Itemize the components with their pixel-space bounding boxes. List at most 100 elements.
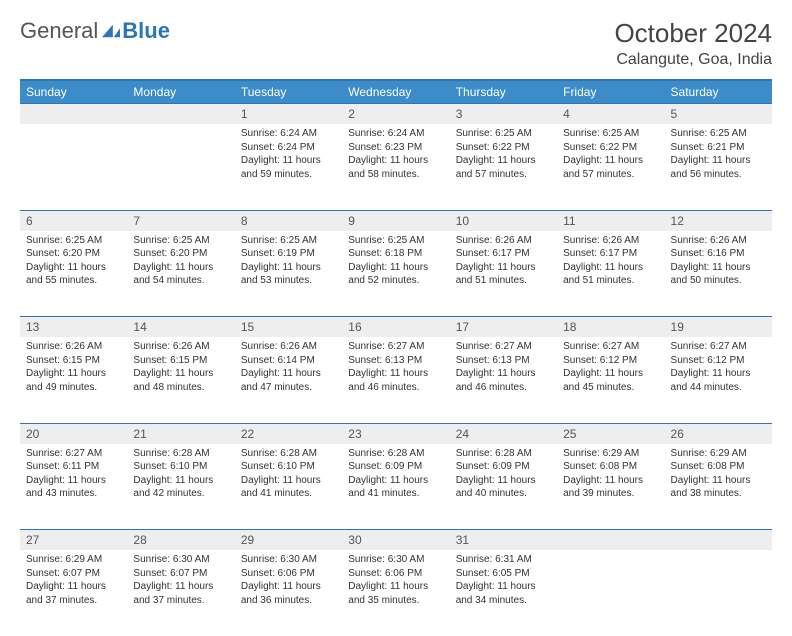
week-body-row: Sunrise: 6:25 AMSunset: 6:20 PMDaylight:… <box>20 231 772 317</box>
day-body-cell: Sunrise: 6:28 AMSunset: 6:09 PMDaylight:… <box>342 444 449 530</box>
day-details: Sunrise: 6:30 AMSunset: 6:07 PMDaylight:… <box>127 550 234 618</box>
day-body-cell <box>127 124 234 210</box>
day-number-cell: 4 <box>557 104 664 125</box>
sunset-text: Sunset: 6:09 PM <box>348 460 443 474</box>
sunset-text: Sunset: 6:15 PM <box>133 354 228 368</box>
day-details: Sunrise: 6:27 AMSunset: 6:12 PMDaylight:… <box>665 337 772 405</box>
day-body-cell: Sunrise: 6:26 AMSunset: 6:17 PMDaylight:… <box>557 231 664 317</box>
day-details: Sunrise: 6:26 AMSunset: 6:16 PMDaylight:… <box>665 231 772 299</box>
daylight-text: Daylight: 11 hours and 56 minutes. <box>671 154 766 181</box>
day-number: 6 <box>20 211 127 231</box>
day-number: 4 <box>557 104 664 124</box>
day-number-cell: 31 <box>450 530 557 551</box>
daylight-text: Daylight: 11 hours and 57 minutes. <box>563 154 658 181</box>
week-body-row: Sunrise: 6:26 AMSunset: 6:15 PMDaylight:… <box>20 337 772 423</box>
sunrise-text: Sunrise: 6:26 AM <box>671 234 766 248</box>
day-body-cell: Sunrise: 6:30 AMSunset: 6:06 PMDaylight:… <box>235 550 342 636</box>
daylight-text: Daylight: 11 hours and 53 minutes. <box>241 261 336 288</box>
sunset-text: Sunset: 6:22 PM <box>563 141 658 155</box>
sunset-text: Sunset: 6:24 PM <box>241 141 336 155</box>
daylight-text: Daylight: 11 hours and 58 minutes. <box>348 154 443 181</box>
day-number: 22 <box>235 424 342 444</box>
day-body-cell: Sunrise: 6:25 AMSunset: 6:22 PMDaylight:… <box>557 124 664 210</box>
day-details: Sunrise: 6:27 AMSunset: 6:13 PMDaylight:… <box>450 337 557 405</box>
daylight-text: Daylight: 11 hours and 50 minutes. <box>671 261 766 288</box>
day-number-cell: 1 <box>235 104 342 125</box>
sunrise-text: Sunrise: 6:27 AM <box>26 447 121 461</box>
sunrise-text: Sunrise: 6:29 AM <box>671 447 766 461</box>
day-number: 31 <box>450 530 557 550</box>
daylight-text: Daylight: 11 hours and 38 minutes. <box>671 474 766 501</box>
day-body-cell: Sunrise: 6:25 AMSunset: 6:22 PMDaylight:… <box>450 124 557 210</box>
day-number: 29 <box>235 530 342 550</box>
day-body-cell: Sunrise: 6:28 AMSunset: 6:10 PMDaylight:… <box>127 444 234 530</box>
sunset-text: Sunset: 6:13 PM <box>456 354 551 368</box>
daylight-text: Daylight: 11 hours and 41 minutes. <box>348 474 443 501</box>
day-number-cell: 12 <box>665 210 772 231</box>
day-number: 11 <box>557 211 664 231</box>
day-details: Sunrise: 6:25 AMSunset: 6:18 PMDaylight:… <box>342 231 449 299</box>
day-header: Sunday <box>20 80 127 104</box>
day-number-cell: 24 <box>450 423 557 444</box>
daylight-text: Daylight: 11 hours and 40 minutes. <box>456 474 551 501</box>
day-body-cell <box>557 550 664 636</box>
sunrise-text: Sunrise: 6:26 AM <box>133 340 228 354</box>
day-number: 7 <box>127 211 234 231</box>
daylight-text: Daylight: 11 hours and 42 minutes. <box>133 474 228 501</box>
day-body-cell: Sunrise: 6:27 AMSunset: 6:12 PMDaylight:… <box>557 337 664 423</box>
sunset-text: Sunset: 6:10 PM <box>241 460 336 474</box>
day-number-cell: 6 <box>20 210 127 231</box>
day-body-cell: Sunrise: 6:26 AMSunset: 6:15 PMDaylight:… <box>127 337 234 423</box>
sunset-text: Sunset: 6:17 PM <box>563 247 658 261</box>
daylight-text: Daylight: 11 hours and 57 minutes. <box>456 154 551 181</box>
brand-part2: Blue <box>122 18 170 44</box>
sunrise-text: Sunrise: 6:25 AM <box>348 234 443 248</box>
day-number-cell: 28 <box>127 530 234 551</box>
daylight-text: Daylight: 11 hours and 55 minutes. <box>26 261 121 288</box>
day-number: 14 <box>127 317 234 337</box>
week-daynum-row: ..12345 <box>20 104 772 125</box>
sunrise-text: Sunrise: 6:27 AM <box>348 340 443 354</box>
day-body-cell: Sunrise: 6:27 AMSunset: 6:13 PMDaylight:… <box>342 337 449 423</box>
sunset-text: Sunset: 6:09 PM <box>456 460 551 474</box>
daylight-text: Daylight: 11 hours and 52 minutes. <box>348 261 443 288</box>
sunset-text: Sunset: 6:08 PM <box>563 460 658 474</box>
sunset-text: Sunset: 6:17 PM <box>456 247 551 261</box>
day-number: 1 <box>235 104 342 124</box>
daylight-text: Daylight: 11 hours and 37 minutes. <box>133 580 228 607</box>
day-details: Sunrise: 6:29 AMSunset: 6:08 PMDaylight:… <box>557 444 664 512</box>
calendar-header-row: SundayMondayTuesdayWednesdayThursdayFrid… <box>20 80 772 104</box>
sunset-text: Sunset: 6:05 PM <box>456 567 551 581</box>
day-details: Sunrise: 6:25 AMSunset: 6:22 PMDaylight:… <box>557 124 664 192</box>
day-number: 10 <box>450 211 557 231</box>
daylight-text: Daylight: 11 hours and 35 minutes. <box>348 580 443 607</box>
day-details: Sunrise: 6:27 AMSunset: 6:12 PMDaylight:… <box>557 337 664 405</box>
day-body-cell: Sunrise: 6:24 AMSunset: 6:24 PMDaylight:… <box>235 124 342 210</box>
sunrise-text: Sunrise: 6:31 AM <box>456 553 551 567</box>
week-daynum-row: 2728293031.. <box>20 530 772 551</box>
calendar-body: ..12345Sunrise: 6:24 AMSunset: 6:24 PMDa… <box>20 104 772 636</box>
day-body-cell: Sunrise: 6:27 AMSunset: 6:13 PMDaylight:… <box>450 337 557 423</box>
sunrise-text: Sunrise: 6:27 AM <box>671 340 766 354</box>
daylight-text: Daylight: 11 hours and 48 minutes. <box>133 367 228 394</box>
sunrise-text: Sunrise: 6:30 AM <box>348 553 443 567</box>
sunrise-text: Sunrise: 6:25 AM <box>563 127 658 141</box>
sunrise-text: Sunrise: 6:25 AM <box>241 234 336 248</box>
day-body-cell: Sunrise: 6:29 AMSunset: 6:07 PMDaylight:… <box>20 550 127 636</box>
sunset-text: Sunset: 6:10 PM <box>133 460 228 474</box>
sunrise-text: Sunrise: 6:25 AM <box>456 127 551 141</box>
day-header: Tuesday <box>235 80 342 104</box>
day-number: 18 <box>557 317 664 337</box>
day-number: 13 <box>20 317 127 337</box>
day-number-cell: 22 <box>235 423 342 444</box>
sunset-text: Sunset: 6:08 PM <box>671 460 766 474</box>
day-details: Sunrise: 6:28 AMSunset: 6:10 PMDaylight:… <box>127 444 234 512</box>
day-number: 17 <box>450 317 557 337</box>
sunset-text: Sunset: 6:16 PM <box>671 247 766 261</box>
day-number: 27 <box>20 530 127 550</box>
day-number-cell: 23 <box>342 423 449 444</box>
day-number-cell: 10 <box>450 210 557 231</box>
day-body-cell: Sunrise: 6:26 AMSunset: 6:16 PMDaylight:… <box>665 231 772 317</box>
day-number: 28 <box>127 530 234 550</box>
sunset-text: Sunset: 6:23 PM <box>348 141 443 155</box>
